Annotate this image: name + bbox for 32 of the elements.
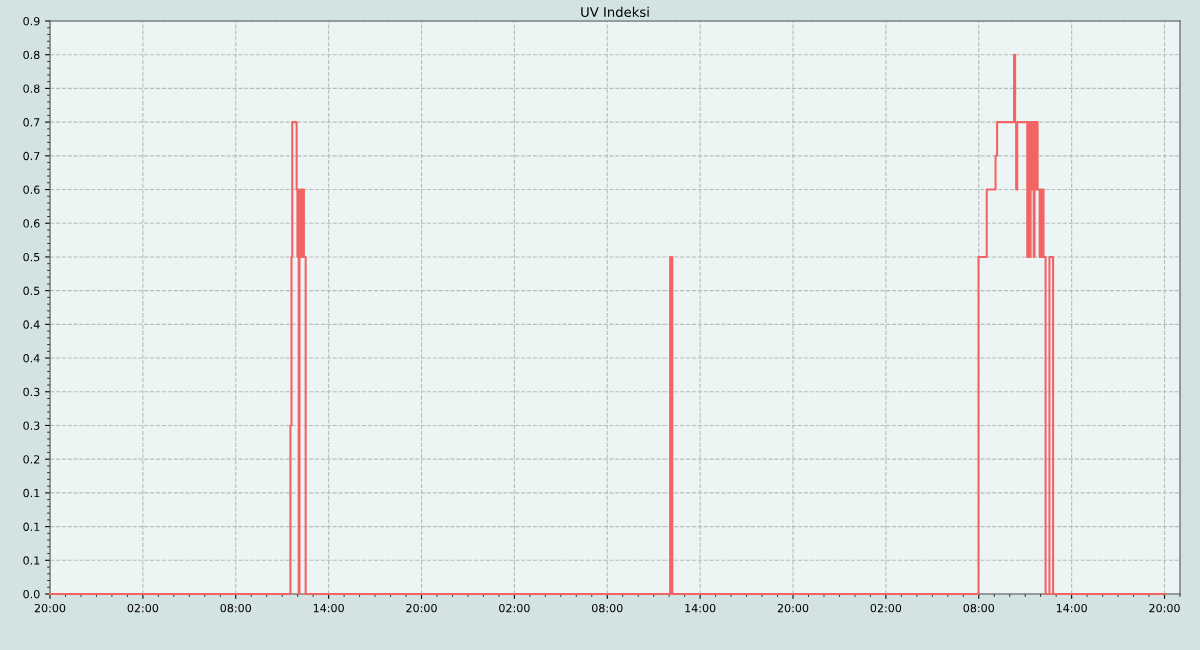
x-tick-label: 08:00 xyxy=(591,603,623,613)
y-tick-label: 0.9 xyxy=(23,16,40,26)
x-tick-label: 08:00 xyxy=(220,603,252,613)
y-tick-label: 0.5 xyxy=(23,286,40,296)
x-tick-label: 20:00 xyxy=(34,603,66,613)
x-tick-label: 20:00 xyxy=(777,603,809,613)
y-tick-label: 0.1 xyxy=(23,522,40,531)
y-tick-label: 0.8 xyxy=(23,50,40,60)
y-tick-label: 0.3 xyxy=(23,421,40,430)
x-tick-label: 14:00 xyxy=(685,603,716,613)
x-tick-label: 08:00 xyxy=(963,603,995,613)
y-tick-label: 0.7 xyxy=(23,151,40,161)
y-tick-label: 0.1 xyxy=(23,556,40,565)
y-tick-label: 0.3 xyxy=(23,387,40,397)
x-tick-label: 14:00 xyxy=(313,603,344,613)
y-tick-label: 0.6 xyxy=(23,185,40,194)
x-tick-label: 02:00 xyxy=(127,603,159,613)
y-tick-label: 0.4 xyxy=(23,354,40,363)
x-tick-label: 20:00 xyxy=(406,603,437,613)
y-tick-label: 0.2 xyxy=(23,455,40,464)
y-tick-label: 0.7 xyxy=(23,118,40,127)
y-tick-label: 0.1 xyxy=(23,488,40,498)
y-tick-label: 0.6 xyxy=(23,219,40,228)
chart-title: UV Indeksi xyxy=(581,6,649,18)
x-tick-label: 02:00 xyxy=(870,603,902,613)
x-tick-label: 02:00 xyxy=(499,603,530,613)
y-tick-label: 0.0 xyxy=(23,589,40,599)
x-tick-label: 14:00 xyxy=(1056,603,1087,613)
y-tick-label: 0.4 xyxy=(23,320,40,329)
x-tick-label: 20:00 xyxy=(1149,603,1180,613)
y-tick-label: 0.8 xyxy=(23,84,40,93)
y-tick-label: 0.5 xyxy=(23,252,40,262)
